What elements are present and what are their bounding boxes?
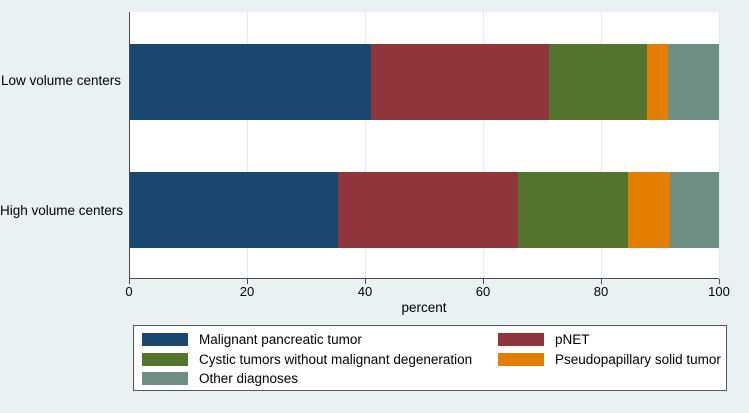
x-tick-80 xyxy=(601,279,602,284)
x-tick-label-20: 20 xyxy=(239,284,255,299)
gridline-40 xyxy=(365,12,366,278)
legend-label-cystic-tumors-without-malignant-degeneration: Cystic tumors without malignant degenera… xyxy=(199,351,473,367)
bar-segment-other-diagnoses xyxy=(668,44,719,120)
legend-item-pnet: pNET xyxy=(498,330,721,350)
x-tick-40 xyxy=(365,279,366,284)
legend-column-left: Malignant pancreatic tumor Cystic tumors … xyxy=(142,330,472,389)
bar-segment-pnet xyxy=(337,172,518,248)
gridline-20 xyxy=(247,12,248,278)
bar-segment-pseudopapillary-solid-tumor xyxy=(628,172,671,248)
legend-swatch-cystic-tumors-without-malignant-degeneration xyxy=(142,352,188,366)
x-tick-label-40: 40 xyxy=(357,284,373,299)
x-tick-60 xyxy=(483,279,484,284)
bar-segment-other-diagnoses xyxy=(670,172,719,248)
legend-box: Malignant pancreatic tumor Cystic tumors … xyxy=(133,325,727,391)
x-tick-label-60: 60 xyxy=(475,284,491,299)
legend-item-other-diagnoses: Other diagnoses xyxy=(142,369,472,389)
legend-swatch-pnet xyxy=(498,333,544,347)
legend-label-pseudopapillary-solid-tumor: Pseudopapillary solid tumor xyxy=(555,351,721,367)
legend-item-pseudopapillary-solid-tumor: Pseudopapillary solid tumor xyxy=(498,350,721,370)
legend-label-pnet: pNET xyxy=(555,332,590,348)
bar-segment-cystic-tumors-without-malignant-degeneration xyxy=(517,172,629,248)
bar-low-volume-centers xyxy=(130,44,719,120)
legend-swatch-pseudopapillary-solid-tumor xyxy=(498,352,544,366)
x-tick-label-80: 80 xyxy=(593,284,609,299)
legend-swatch-other-diagnoses xyxy=(142,372,188,386)
x-tick-label-100: 100 xyxy=(708,284,730,299)
y-category-label-low-volume-centers: Low volume centers xyxy=(0,73,121,88)
bar-segment-cystic-tumors-without-malignant-degeneration xyxy=(548,44,647,120)
bar-high-volume-centers xyxy=(130,172,719,248)
x-tick-100 xyxy=(719,279,720,284)
legend-swatch-malignant-pancreatic-tumor xyxy=(142,333,188,347)
plot-area xyxy=(129,12,720,279)
x-axis-title: percent xyxy=(401,300,447,315)
legend-column-right: pNET Pseudopapillary solid tumor xyxy=(498,330,721,369)
bar-segment-pseudopapillary-solid-tumor xyxy=(646,44,669,120)
bar-segment-malignant-pancreatic-tumor xyxy=(130,172,338,248)
x-tick-20 xyxy=(247,279,248,284)
legend-label-other-diagnoses: Other diagnoses xyxy=(199,371,299,387)
gridline-80 xyxy=(601,12,602,278)
legend-item-malignant-pancreatic-tumor: Malignant pancreatic tumor xyxy=(142,330,472,350)
gridline-60 xyxy=(483,12,484,278)
bar-segment-pnet xyxy=(370,44,549,120)
gridline-100 xyxy=(719,12,720,278)
y-category-label-high-volume-centers: High volume centers xyxy=(0,203,124,218)
legend-label-malignant-pancreatic-tumor: Malignant pancreatic tumor xyxy=(199,332,362,348)
bar-segment-malignant-pancreatic-tumor xyxy=(130,44,371,120)
x-tick-label-0: 0 xyxy=(125,284,133,299)
x-tick-0 xyxy=(129,279,130,284)
legend-item-cystic-tumors-without-malignant-degeneration: Cystic tumors without malignant degenera… xyxy=(142,350,472,370)
